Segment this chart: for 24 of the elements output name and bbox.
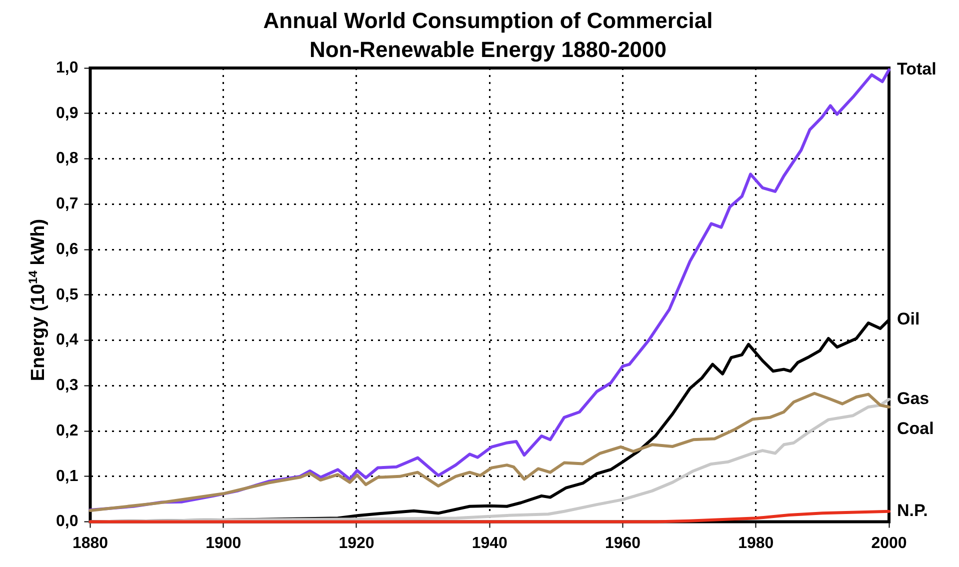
x-tick-label: 1960 xyxy=(604,534,641,552)
chart-title: Annual World Consumption of Commercial Non-Renewable Energy 1880-2000 xyxy=(262,7,714,64)
y-tick-label: 1,0 xyxy=(56,59,78,76)
y-tick-label: 0,6 xyxy=(56,240,78,258)
y-tick-label: 0,4 xyxy=(56,332,78,349)
series-label: Coal xyxy=(897,418,934,438)
series-label: Oil xyxy=(897,310,920,329)
series-label: Total xyxy=(897,60,936,79)
y-tick-label: 0,0 xyxy=(56,513,78,530)
series-label: N.P. xyxy=(897,501,928,520)
x-tick-label: 1920 xyxy=(338,534,374,552)
x-tick-label: 1880 xyxy=(72,534,108,552)
y-tick-label: 0,1 xyxy=(56,468,78,485)
x-tick-label: 2000 xyxy=(871,534,907,552)
y-tick-label: 0,8 xyxy=(56,150,78,168)
y-tick-label: 0,3 xyxy=(56,377,78,394)
x-tick-label: 1900 xyxy=(206,534,242,552)
x-tick-label: 1980 xyxy=(738,534,774,552)
y-tick-label: 0,7 xyxy=(56,196,78,213)
x-tick-label: 1940 xyxy=(472,534,508,552)
y-tick-label: 0,9 xyxy=(56,104,78,122)
y-tick-label: 0,2 xyxy=(56,422,78,440)
y-tick-label: 0,5 xyxy=(56,286,78,304)
series-label: Gas xyxy=(897,388,930,408)
